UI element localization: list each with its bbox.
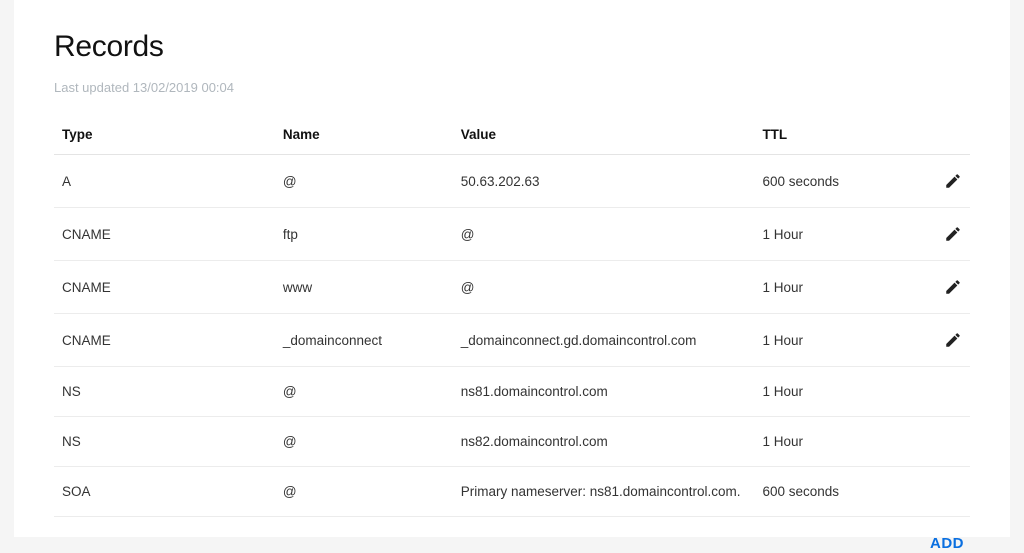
last-updated: Last updated 13/02/2019 00:04 — [54, 80, 970, 95]
records-table: Type Name Value TTL A@50.63.202.63600 se… — [54, 117, 970, 517]
records-card: Records Last updated 13/02/2019 00:04 Ty… — [14, 0, 1010, 537]
cell-name: @ — [275, 155, 453, 208]
cell-ttl: 600 seconds — [754, 467, 916, 517]
cell-actions — [916, 367, 970, 417]
cell-value: ns82.domaincontrol.com — [453, 417, 755, 467]
cell-actions — [916, 467, 970, 517]
cell-actions — [916, 155, 970, 208]
cell-type: NS — [54, 367, 275, 417]
cell-name: ftp — [275, 208, 453, 261]
col-header-ttl: TTL — [754, 117, 916, 155]
table-row: NS@ns82.domaincontrol.com1 Hour — [54, 417, 970, 467]
table-header-row: Type Name Value TTL — [54, 117, 970, 155]
cell-value: ns81.domaincontrol.com — [453, 367, 755, 417]
edit-icon[interactable] — [944, 172, 962, 190]
table-row: SOA@Primary nameserver: ns81.domaincontr… — [54, 467, 970, 517]
table-row: CNAMEwww@1 Hour — [54, 261, 970, 314]
table-row: NS@ns81.domaincontrol.com1 Hour — [54, 367, 970, 417]
cell-ttl: 1 Hour — [754, 261, 916, 314]
page-title: Records — [54, 30, 970, 64]
add-row: ADD — [54, 517, 970, 553]
cell-name: @ — [275, 367, 453, 417]
edit-icon[interactable] — [944, 278, 962, 296]
cell-value: _domainconnect.gd.domaincontrol.com — [453, 314, 755, 367]
cell-name: www — [275, 261, 453, 314]
cell-type: A — [54, 155, 275, 208]
cell-actions — [916, 208, 970, 261]
cell-type: CNAME — [54, 314, 275, 367]
cell-ttl: 1 Hour — [754, 367, 916, 417]
col-header-value: Value — [453, 117, 755, 155]
cell-ttl: 1 Hour — [754, 314, 916, 367]
cell-actions — [916, 261, 970, 314]
cell-name: _domainconnect — [275, 314, 453, 367]
col-header-type: Type — [54, 117, 275, 155]
cell-value: Primary nameserver: ns81.domaincontrol.c… — [453, 467, 755, 517]
cell-name: @ — [275, 467, 453, 517]
col-header-name: Name — [275, 117, 453, 155]
table-row: CNAME_domainconnect_domainconnect.gd.dom… — [54, 314, 970, 367]
cell-actions — [916, 417, 970, 467]
edit-icon[interactable] — [944, 331, 962, 349]
cell-type: SOA — [54, 467, 275, 517]
cell-value: @ — [453, 261, 755, 314]
cell-actions — [916, 314, 970, 367]
edit-icon[interactable] — [944, 225, 962, 243]
cell-ttl: 1 Hour — [754, 208, 916, 261]
cell-type: CNAME — [54, 261, 275, 314]
cell-ttl: 600 seconds — [754, 155, 916, 208]
col-header-actions — [916, 117, 970, 155]
cell-type: NS — [54, 417, 275, 467]
table-row: CNAMEftp@1 Hour — [54, 208, 970, 261]
cell-name: @ — [275, 417, 453, 467]
table-row: A@50.63.202.63600 seconds — [54, 155, 970, 208]
cell-type: CNAME — [54, 208, 275, 261]
cell-value: 50.63.202.63 — [453, 155, 755, 208]
add-button[interactable]: ADD — [930, 535, 964, 552]
cell-value: @ — [453, 208, 755, 261]
cell-ttl: 1 Hour — [754, 417, 916, 467]
